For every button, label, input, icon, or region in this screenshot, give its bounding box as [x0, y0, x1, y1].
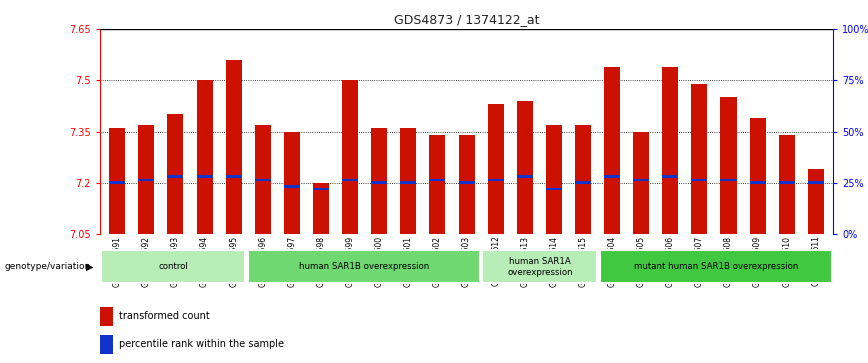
Bar [255, 179, 271, 182]
Bar [720, 97, 737, 234]
Text: ▶: ▶ [86, 262, 94, 272]
Bar [750, 182, 766, 184]
Bar [100, 335, 113, 354]
Bar [575, 182, 591, 184]
Bar [692, 179, 707, 182]
Text: human SAR1A
overexpression: human SAR1A overexpression [507, 257, 573, 277]
Title: GDS4873 / 1374122_at: GDS4873 / 1374122_at [394, 13, 539, 26]
Bar [284, 185, 300, 188]
Bar [430, 179, 445, 182]
Bar [779, 182, 795, 184]
Bar [372, 182, 387, 184]
FancyBboxPatch shape [483, 250, 597, 283]
Bar [226, 175, 241, 178]
Bar [516, 101, 533, 234]
Bar [342, 80, 358, 234]
Text: genotype/variation: genotype/variation [4, 262, 90, 271]
Bar [138, 179, 155, 182]
Bar [109, 128, 125, 234]
Bar [575, 125, 591, 234]
Bar [196, 80, 213, 234]
Bar [458, 182, 475, 184]
Bar [633, 132, 649, 234]
Bar [100, 307, 113, 326]
Bar [313, 183, 329, 234]
FancyBboxPatch shape [600, 250, 832, 283]
Bar [168, 175, 183, 178]
Bar [226, 60, 241, 234]
Bar [662, 175, 678, 178]
Bar [313, 188, 329, 190]
Bar [196, 175, 213, 178]
Text: percentile rank within the sample: percentile rank within the sample [120, 339, 285, 349]
Bar [400, 182, 417, 184]
Bar [138, 125, 155, 234]
FancyBboxPatch shape [101, 250, 246, 283]
Bar [808, 182, 824, 184]
Text: control: control [158, 262, 188, 271]
Bar [168, 114, 183, 234]
Bar [662, 67, 678, 234]
Bar [516, 175, 533, 178]
Bar [604, 67, 620, 234]
Bar [342, 179, 358, 182]
Bar [546, 188, 562, 190]
Bar [546, 125, 562, 234]
Bar [750, 118, 766, 234]
Text: human SAR1B overexpression: human SAR1B overexpression [299, 262, 429, 271]
Bar [109, 182, 125, 184]
Text: mutant human SAR1B overexpression: mutant human SAR1B overexpression [634, 262, 798, 271]
Bar [488, 104, 503, 234]
Bar [458, 135, 475, 234]
Bar [255, 125, 271, 234]
Bar [808, 169, 824, 234]
Bar [633, 179, 649, 182]
Bar [779, 135, 795, 234]
FancyBboxPatch shape [247, 250, 480, 283]
Text: transformed count: transformed count [120, 311, 210, 321]
Bar [488, 179, 503, 182]
Bar [720, 179, 737, 182]
Bar [692, 84, 707, 234]
Bar [430, 135, 445, 234]
Bar [372, 128, 387, 234]
Bar [604, 175, 620, 178]
Bar [284, 132, 300, 234]
Bar [400, 128, 417, 234]
